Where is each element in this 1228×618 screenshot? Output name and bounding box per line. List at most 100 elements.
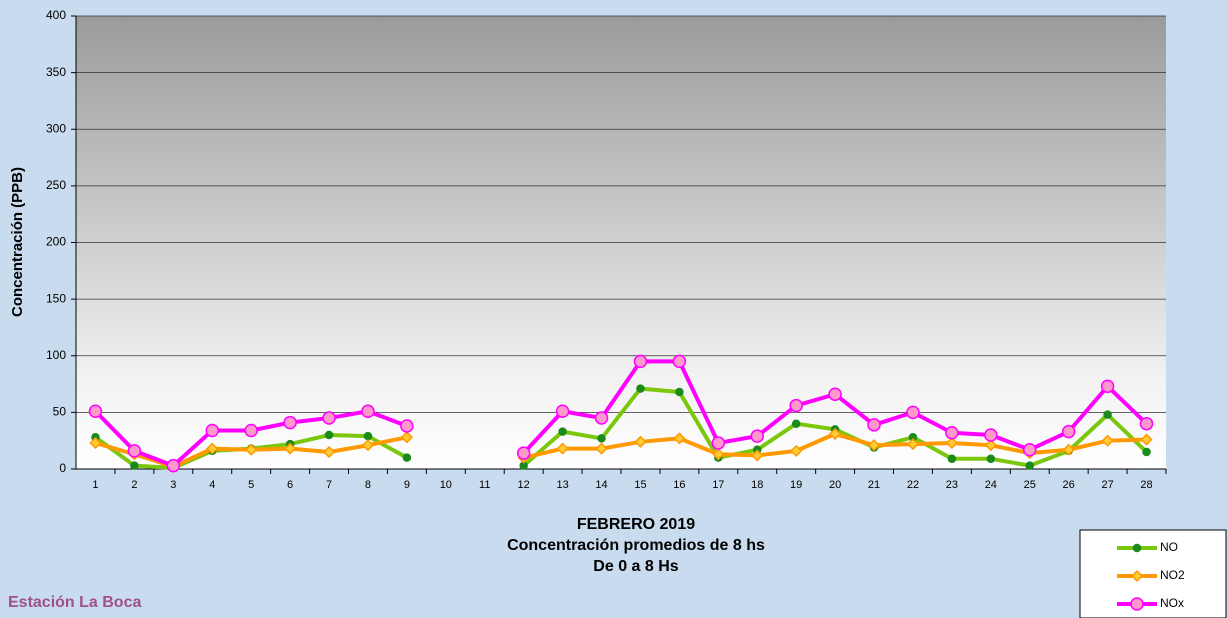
- x-tick-label: 28: [1140, 479, 1152, 491]
- point: [945, 436, 958, 450]
- point: [400, 431, 413, 444]
- y-tick-label: 400: [46, 8, 66, 22]
- point: [363, 431, 373, 441]
- point: [283, 415, 297, 430]
- point: [1103, 410, 1112, 419]
- x-tick-label: 6: [287, 479, 293, 491]
- point: [556, 442, 569, 455]
- y-tick-label: 50: [53, 405, 67, 419]
- point: [1101, 434, 1114, 447]
- station-label: Estación La Boca: [8, 594, 141, 611]
- x-tick-label: 25: [1024, 479, 1036, 491]
- x-tick-label: 27: [1101, 479, 1113, 491]
- point: [906, 405, 920, 420]
- point: [89, 436, 102, 450]
- x-tick-label: 10: [440, 479, 452, 491]
- y-tick-label: 200: [46, 235, 66, 249]
- legend-marker: [1130, 597, 1144, 611]
- point: [88, 404, 103, 418]
- point: [790, 444, 803, 457]
- point: [984, 439, 997, 452]
- x-tick-label: 2: [131, 479, 137, 491]
- x-tick-label: 5: [248, 479, 254, 491]
- y-tick-label: 0: [59, 461, 66, 475]
- point: [751, 449, 764, 462]
- point: [867, 418, 881, 432]
- point: [636, 384, 645, 393]
- point: [1023, 442, 1037, 457]
- point: [244, 423, 258, 438]
- x-tick-label: 14: [595, 479, 607, 491]
- point: [558, 427, 567, 436]
- point: [597, 434, 606, 443]
- point: [712, 448, 725, 461]
- x-tick-label: 3: [170, 479, 176, 491]
- y-tick-label: 250: [46, 178, 66, 192]
- point: [672, 354, 687, 369]
- point: [322, 411, 336, 425]
- point: [711, 436, 726, 450]
- point: [594, 411, 609, 425]
- legend-marker: [1132, 543, 1142, 553]
- x-tick-label: 21: [868, 479, 880, 491]
- point: [127, 444, 142, 458]
- point: [361, 404, 375, 418]
- point: [1139, 416, 1154, 431]
- point: [361, 439, 375, 452]
- x-tick-label: 24: [985, 479, 997, 491]
- x-tick-label: 11: [479, 479, 490, 491]
- point: [947, 454, 957, 464]
- point: [673, 432, 686, 445]
- point: [945, 426, 959, 440]
- legend-label: NO2: [1160, 568, 1185, 582]
- x-tick-label: 8: [365, 479, 371, 491]
- x-tick-label: 7: [326, 479, 332, 491]
- legend-label: NO: [1160, 540, 1178, 554]
- point: [675, 387, 684, 397]
- x-tick-label: 15: [634, 479, 646, 491]
- x-tick-label: 20: [829, 479, 841, 491]
- point: [984, 428, 998, 442]
- point: [130, 461, 139, 470]
- point: [402, 453, 412, 462]
- point: [829, 427, 842, 440]
- point: [205, 423, 219, 438]
- chart-title: FEBRERO 2019: [577, 516, 695, 533]
- point: [206, 442, 219, 455]
- point: [1142, 447, 1151, 457]
- x-tick-label: 23: [946, 479, 958, 491]
- legend-label: NOx: [1160, 596, 1184, 610]
- point: [986, 454, 996, 464]
- point: [400, 419, 414, 433]
- point: [1062, 443, 1075, 456]
- point: [828, 387, 842, 402]
- y-tick-label: 300: [46, 121, 66, 135]
- point: [634, 435, 647, 448]
- x-tick-label: 4: [209, 479, 215, 491]
- point: [595, 442, 608, 455]
- point: [1140, 433, 1153, 446]
- y-tick-label: 350: [46, 65, 66, 79]
- point: [1100, 379, 1115, 394]
- point: [1061, 424, 1076, 439]
- point: [791, 419, 801, 428]
- point: [166, 458, 181, 473]
- point: [633, 354, 648, 369]
- legend-marker: [1130, 569, 1144, 583]
- x-tick-label: 17: [712, 479, 724, 491]
- point: [750, 429, 764, 443]
- point: [516, 446, 531, 460]
- x-tick-label: 13: [556, 479, 568, 491]
- point: [789, 398, 803, 413]
- point: [245, 443, 258, 456]
- point: [324, 430, 334, 440]
- y-axis-label: Concentración (PPB): [9, 167, 26, 317]
- x-tick-label: 26: [1063, 479, 1075, 491]
- x-tick-label: 9: [404, 479, 410, 491]
- point: [1025, 461, 1034, 470]
- x-tick-label: 19: [790, 479, 802, 491]
- point: [322, 445, 336, 459]
- point: [906, 438, 920, 451]
- x-tick-label: 18: [751, 479, 763, 491]
